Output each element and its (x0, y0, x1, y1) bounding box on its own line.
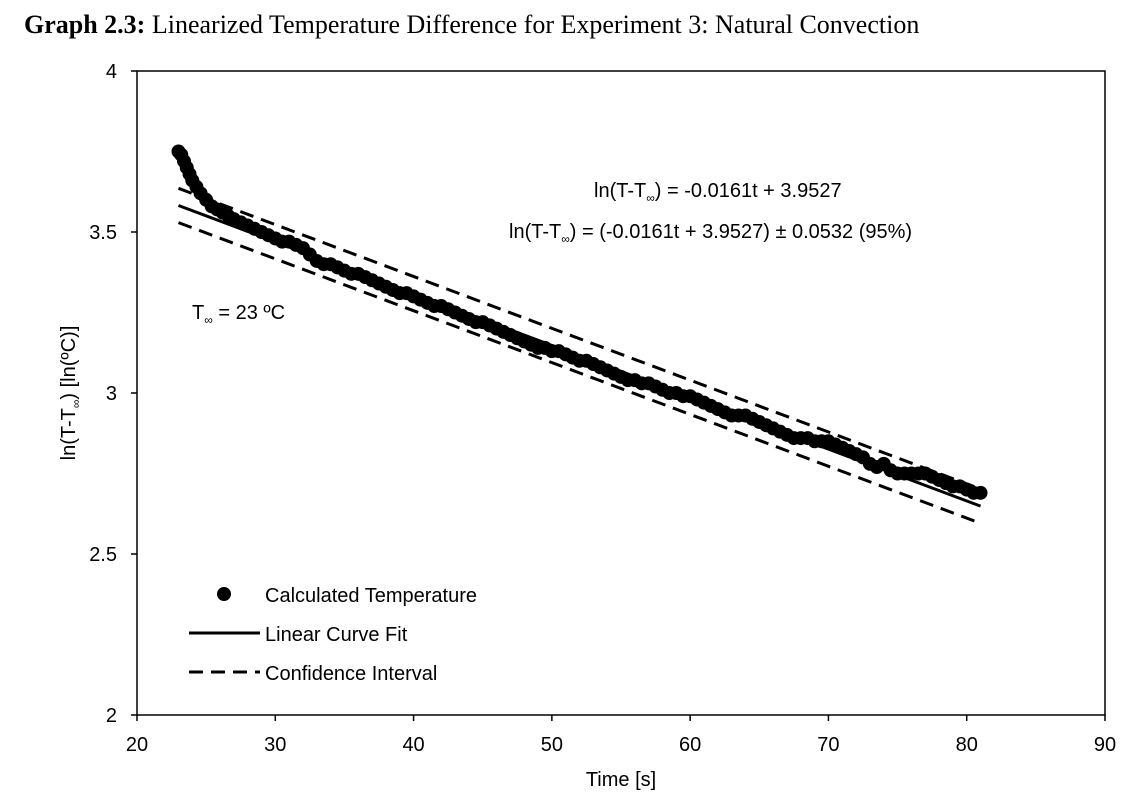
x-tick-label: 20 (126, 734, 148, 756)
legend-label-confidence: Confidence Interval (265, 663, 437, 685)
legend-label-fit: Linear Curve Fit (265, 624, 408, 646)
legend: Calculated Temperature Linear Curve Fit … (189, 585, 477, 685)
confidence-equation-annotation: ln(T-T∞) = (-0.0161t + 3.9527) ± 0.0532 … (509, 221, 912, 246)
fit-equation-lhs: ln(T-T (594, 180, 646, 202)
legend-marker-circle (217, 587, 231, 601)
y-tick-label: 3 (106, 383, 117, 405)
x-tick-label: 90 (1094, 734, 1116, 756)
x-tick-label: 70 (817, 734, 839, 756)
y-tick-label: 4 (106, 61, 117, 83)
figure-number: Graph 2.3: (24, 10, 146, 39)
ambient-temperature-rhs: = 23 ºC (213, 302, 285, 324)
ambient-temperature-sub: ∞ (204, 313, 213, 327)
y-axis-label-sub: ∞ (69, 400, 83, 409)
figure-title: Graph 2.3: Linearized Temperature Differ… (24, 10, 919, 40)
fit-equation-annotation: ln(T-T∞) = -0.0161t + 3.9527 (594, 180, 842, 205)
x-tick-label: 30 (264, 734, 286, 756)
y-tick-label: 2 (106, 705, 117, 727)
data-points (171, 144, 988, 500)
y-tick-label: 2.5 (89, 544, 117, 566)
x-tick-label: 80 (956, 734, 978, 756)
y-tick-label: 3.5 (89, 222, 117, 244)
confidence-interval-lines (177, 186, 982, 525)
plot-area-frame (136, 70, 1106, 716)
ambient-temperature-annotation: T∞ = 23 ºC (192, 302, 285, 327)
confidence-equation-rhs: ) = (-0.0161t + 3.9527) ± 0.0532 (95%) (570, 221, 912, 243)
x-tick-label: 40 (402, 734, 424, 756)
legend-label-calculated: Calculated Temperature (265, 585, 477, 607)
confidence-equation-sub: ∞ (561, 232, 570, 246)
confidence-equation-lhs: ln(T-T (509, 221, 561, 243)
x-tick-label: 60 (679, 734, 701, 756)
fit-equation-sub: ∞ (646, 191, 655, 205)
ambient-temperature-lhs: T (192, 302, 204, 324)
y-axis-label-main: ln(T-T (58, 408, 80, 460)
confidence-interval-line (177, 186, 982, 491)
confidence-interval-line (177, 221, 982, 525)
x-axis-label: Time [s] (586, 769, 656, 791)
axis-ticks: 20 30 40 50 60 70 80 90 2 2.5 3 3.5 4 (89, 61, 1116, 756)
y-axis-label-rest: ) [ln(ºC)] (58, 326, 80, 400)
fit-equation-rhs: ) = -0.0161t + 3.9527 (655, 180, 842, 202)
figure-caption: Linearized Temperature Difference for Ex… (145, 10, 920, 39)
x-tick-label: 50 (541, 734, 563, 756)
y-axis-label: ln(T-T∞) [ln(ºC)] (58, 326, 83, 461)
data-point (973, 485, 988, 500)
